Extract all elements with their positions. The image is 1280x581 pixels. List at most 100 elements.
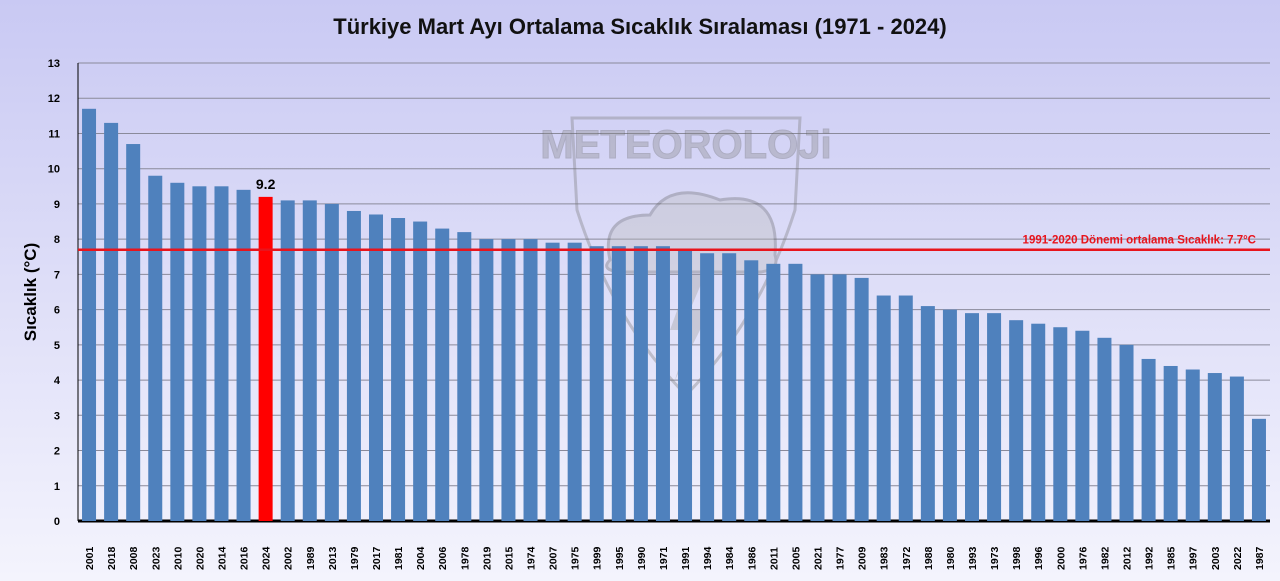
y-axis-label: Sıcaklık (°C) [21,243,40,341]
x-tick-label: 2016 [239,546,251,570]
bar-2010 [170,182,185,522]
x-tick-label: 2013 [327,546,339,570]
bar-2005 [788,263,803,521]
bar-1986 [744,260,759,521]
x-tick-label: 2020 [194,546,206,570]
bar-2007 [545,242,560,521]
bar-2017 [369,214,383,521]
bar-1973 [987,313,1002,521]
y-tick-label: 2 [54,446,60,458]
bar-1977 [832,274,847,521]
x-tick-label: 1972 [901,546,913,570]
y-tick-label: 8 [54,234,60,246]
x-tick-label: 2012 [1122,546,1134,570]
x-tick-label: 2000 [1055,546,1067,570]
bar-1980 [942,309,957,521]
bar-2008 [126,144,141,521]
bar-1982 [1097,337,1112,521]
x-tick-label: 2023 [150,546,162,570]
bar-2019 [479,239,494,521]
x-tick-label: 1981 [393,546,405,570]
bar-2021 [810,274,825,521]
x-tick-label: 2017 [371,546,383,570]
bar-1985 [1163,365,1178,521]
bar-1984 [722,253,737,521]
bar-2011 [766,263,781,521]
y-tick-label: 10 [48,164,60,176]
bar-1972 [898,295,913,521]
bar-1978 [457,232,472,521]
x-tick-label: 2014 [216,546,228,570]
bar-1975 [567,242,582,521]
x-tick-label: 2022 [1232,546,1244,570]
bar-2014 [214,186,229,522]
y-tick-label: 0 [54,516,60,528]
x-tick-label: 2004 [415,546,427,570]
x-tick-label: 2002 [283,546,295,570]
x-tick-label: 1980 [945,546,957,570]
x-tick-label: 2024 [261,546,273,570]
y-tick-label: 3 [54,410,60,422]
chart-title: Türkiye Mart Ayı Ortalama Sıcaklık Sıral… [333,14,946,39]
y-tick-label: 9 [54,199,60,211]
bar-1994 [700,253,715,521]
y-tick-label: 4 [54,375,61,387]
bar-2002 [280,200,295,521]
bar-2006 [435,228,450,522]
x-tick-label: 1992 [1144,546,1156,570]
x-tick-label: 1993 [967,546,979,570]
bar-2004 [413,221,428,522]
x-tick-label: 1979 [349,546,361,570]
x-tick-label: 2001 [84,546,96,570]
reference-line-label: 1991-2020 Dönemi ortalama Sıcaklık: 7.7°… [1023,235,1256,247]
x-tick-label: 1982 [1099,546,1111,570]
bar-1983 [876,295,891,521]
x-tick-label: 1988 [923,546,935,570]
y-tick-label: 12 [48,93,60,105]
y-tick-label: 7 [54,269,60,281]
x-tick-label: 1983 [879,546,891,570]
bar-2013 [324,203,339,521]
x-tick-label: 2018 [106,546,118,570]
bar-1990 [633,246,648,521]
bar-2024 [258,196,273,521]
x-tick-label: 1995 [614,546,626,570]
x-tick-label: 1998 [1011,546,1023,570]
bar-1989 [302,200,317,521]
bar-2009 [854,277,869,521]
x-tick-label: 2003 [1210,546,1222,570]
x-tick-label: 1986 [746,546,758,570]
x-tick-label: 1984 [724,546,736,570]
x-tick-label: 1975 [570,546,582,570]
bar-1997 [1185,369,1200,521]
bar-2020 [192,186,207,522]
bar-1988 [920,306,935,521]
x-tick-label: 1971 [658,546,670,570]
bar-1992 [1141,358,1156,521]
bar-2023 [148,175,163,521]
x-tick-label: 1987 [1254,546,1266,570]
bar-2015 [501,239,516,521]
bar-1998 [1009,320,1024,521]
x-tick-label: 1997 [1188,546,1200,570]
x-tick-label: 1991 [680,546,692,570]
y-tick-label: 13 [48,58,60,70]
x-tick-label: 2010 [172,546,184,570]
bar-1993 [965,313,979,521]
bar-1971 [655,246,670,521]
x-tick-label: 2009 [857,546,869,570]
x-tick-label: 1978 [459,546,471,570]
bar-2000 [1053,327,1068,521]
y-tick-label: 5 [54,340,60,352]
bar-2001 [82,108,97,522]
x-tick-label: 1999 [592,546,604,570]
bar-1996 [1031,323,1046,521]
x-tick-label: 2006 [437,546,449,570]
svg-text:METEOROLOJi: METEOROLOJi [540,123,831,167]
bar-2012 [1119,344,1134,521]
x-tick-label: 1976 [1077,546,1089,570]
x-tick-label: 1994 [702,546,714,570]
x-tick-label: 1990 [636,546,648,570]
x-tick-label: 1977 [835,546,847,570]
x-tick-label: 2021 [812,546,824,570]
